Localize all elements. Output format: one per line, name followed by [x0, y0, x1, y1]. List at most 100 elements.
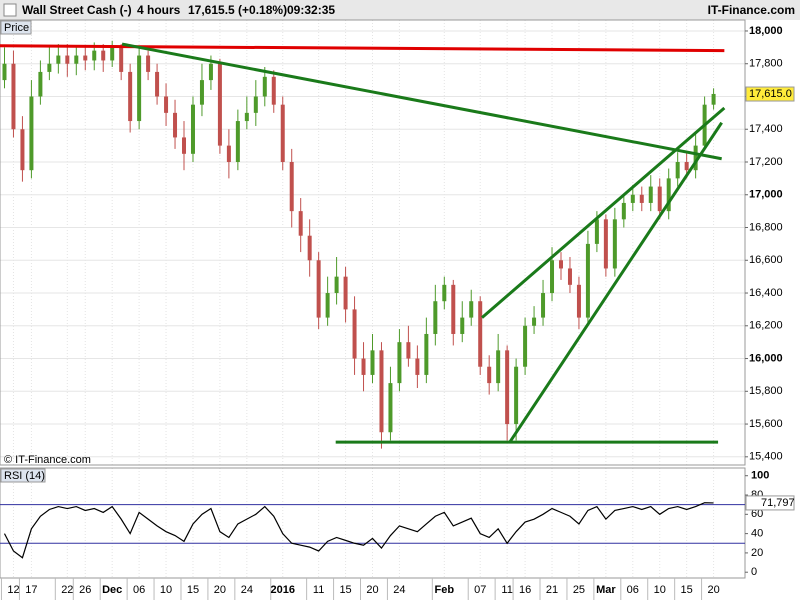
x-tick-label: 20 — [366, 584, 378, 596]
y-tick-label: 17,200 — [749, 156, 783, 168]
candle-body — [415, 358, 420, 375]
candle-body — [253, 96, 258, 113]
trendline — [481, 106, 726, 319]
y-tick-label: 17,400 — [749, 123, 783, 135]
candle-body — [424, 333, 429, 375]
x-tick-label: 10 — [654, 584, 666, 596]
candle-body — [612, 219, 617, 269]
candle-body — [532, 317, 537, 326]
candle-body — [11, 63, 16, 130]
x-tick-label: 20 — [707, 584, 719, 596]
candle-body — [693, 145, 698, 171]
x-tick-label: 15 — [681, 584, 693, 596]
candle-body — [262, 76, 267, 97]
y-tick-label: 17,800 — [749, 58, 783, 70]
candle-body — [567, 268, 572, 285]
candle-body — [523, 325, 528, 367]
candle-body — [226, 145, 231, 163]
x-tick-label: 12 — [7, 584, 19, 596]
candle-body — [110, 47, 115, 61]
x-tick-label: 21 — [546, 584, 558, 596]
candle-body — [343, 276, 348, 310]
candle-body — [83, 55, 88, 61]
candle-body — [271, 76, 276, 105]
x-tick-label: 24 — [393, 584, 405, 596]
candle-body — [397, 342, 402, 384]
candle-body — [666, 178, 671, 212]
quote: 17,615.5 (+0.18%) — [188, 3, 287, 17]
x-tick-label: 06 — [133, 584, 145, 596]
candle-body — [56, 55, 61, 64]
candle-body — [182, 137, 187, 154]
price-frame — [0, 19, 746, 466]
x-tick-label: 10 — [160, 584, 172, 596]
x-tick-label: 07 — [474, 584, 486, 596]
x-tick-label: 20 — [214, 584, 226, 596]
last-price-label: 17,615.0 — [749, 88, 792, 100]
trendline — [0, 44, 725, 53]
x-tick-label: 26 — [79, 584, 91, 596]
candle-body — [298, 211, 303, 236]
logo — [3, 3, 17, 17]
last-value-box — [745, 495, 795, 511]
candle-body — [235, 121, 240, 163]
candle-body — [630, 194, 635, 203]
x-tick-label: 16 — [519, 584, 531, 596]
panel-title: Price — [4, 22, 29, 34]
candle-body — [173, 112, 178, 138]
candle-body — [541, 293, 546, 318]
candle-body — [199, 80, 204, 105]
candle-body — [433, 301, 438, 334]
last-price-box — [745, 86, 795, 102]
candle-body — [325, 293, 330, 318]
candle-body — [208, 63, 213, 81]
y-tick-label: 16,400 — [749, 287, 783, 299]
candle-body — [451, 284, 456, 334]
candle-body — [594, 219, 599, 244]
candle-body — [289, 162, 294, 212]
candle-body — [217, 63, 222, 146]
candle-body — [711, 93, 716, 105]
x-tick-label: 15 — [187, 584, 199, 596]
candle-body — [190, 104, 195, 154]
x-tick-label: 11 — [501, 584, 512, 596]
x-tick-label: 11 — [313, 584, 324, 596]
candle-body — [550, 260, 555, 294]
y-tick-label: 100 — [751, 470, 769, 482]
y-tick-label: 0 — [751, 566, 757, 578]
panel-label-box — [0, 468, 46, 483]
source: IT-Finance.com — [708, 3, 795, 17]
candle-body — [684, 162, 689, 171]
y-tick-label: 17,000 — [749, 189, 783, 201]
x-tick-label: Dec — [102, 584, 122, 596]
candle-body — [119, 47, 124, 72]
candle-body — [514, 366, 519, 425]
candle-body — [137, 55, 142, 122]
y-tick-label: 40 — [751, 528, 763, 540]
x-tick-label: 22 — [61, 584, 73, 596]
x-tick-label: 24 — [241, 584, 253, 596]
candle-body — [352, 309, 357, 359]
rsi-frame — [0, 467, 746, 579]
y-tick-label: 18,000 — [749, 25, 783, 37]
x-tick-label: Mar — [596, 584, 616, 596]
candle-body — [244, 112, 249, 122]
x-tick-label: 17 — [25, 584, 37, 596]
panel-title: RSI (14) — [4, 470, 45, 482]
candle-body — [469, 301, 474, 318]
y-tick-label: 16,600 — [749, 254, 783, 266]
y-tick-label: 16,200 — [749, 320, 783, 332]
trendline — [121, 42, 722, 161]
trendline — [508, 121, 723, 443]
candle-body — [280, 104, 285, 163]
rsi-line — [3, 502, 714, 559]
candle-body — [361, 358, 366, 375]
candle-body — [38, 71, 43, 97]
candle-body — [388, 383, 393, 433]
candle-body — [648, 186, 653, 203]
candle-body — [558, 260, 563, 269]
candle-body — [621, 202, 626, 220]
candle-body — [460, 317, 465, 334]
candle-body — [29, 96, 34, 171]
